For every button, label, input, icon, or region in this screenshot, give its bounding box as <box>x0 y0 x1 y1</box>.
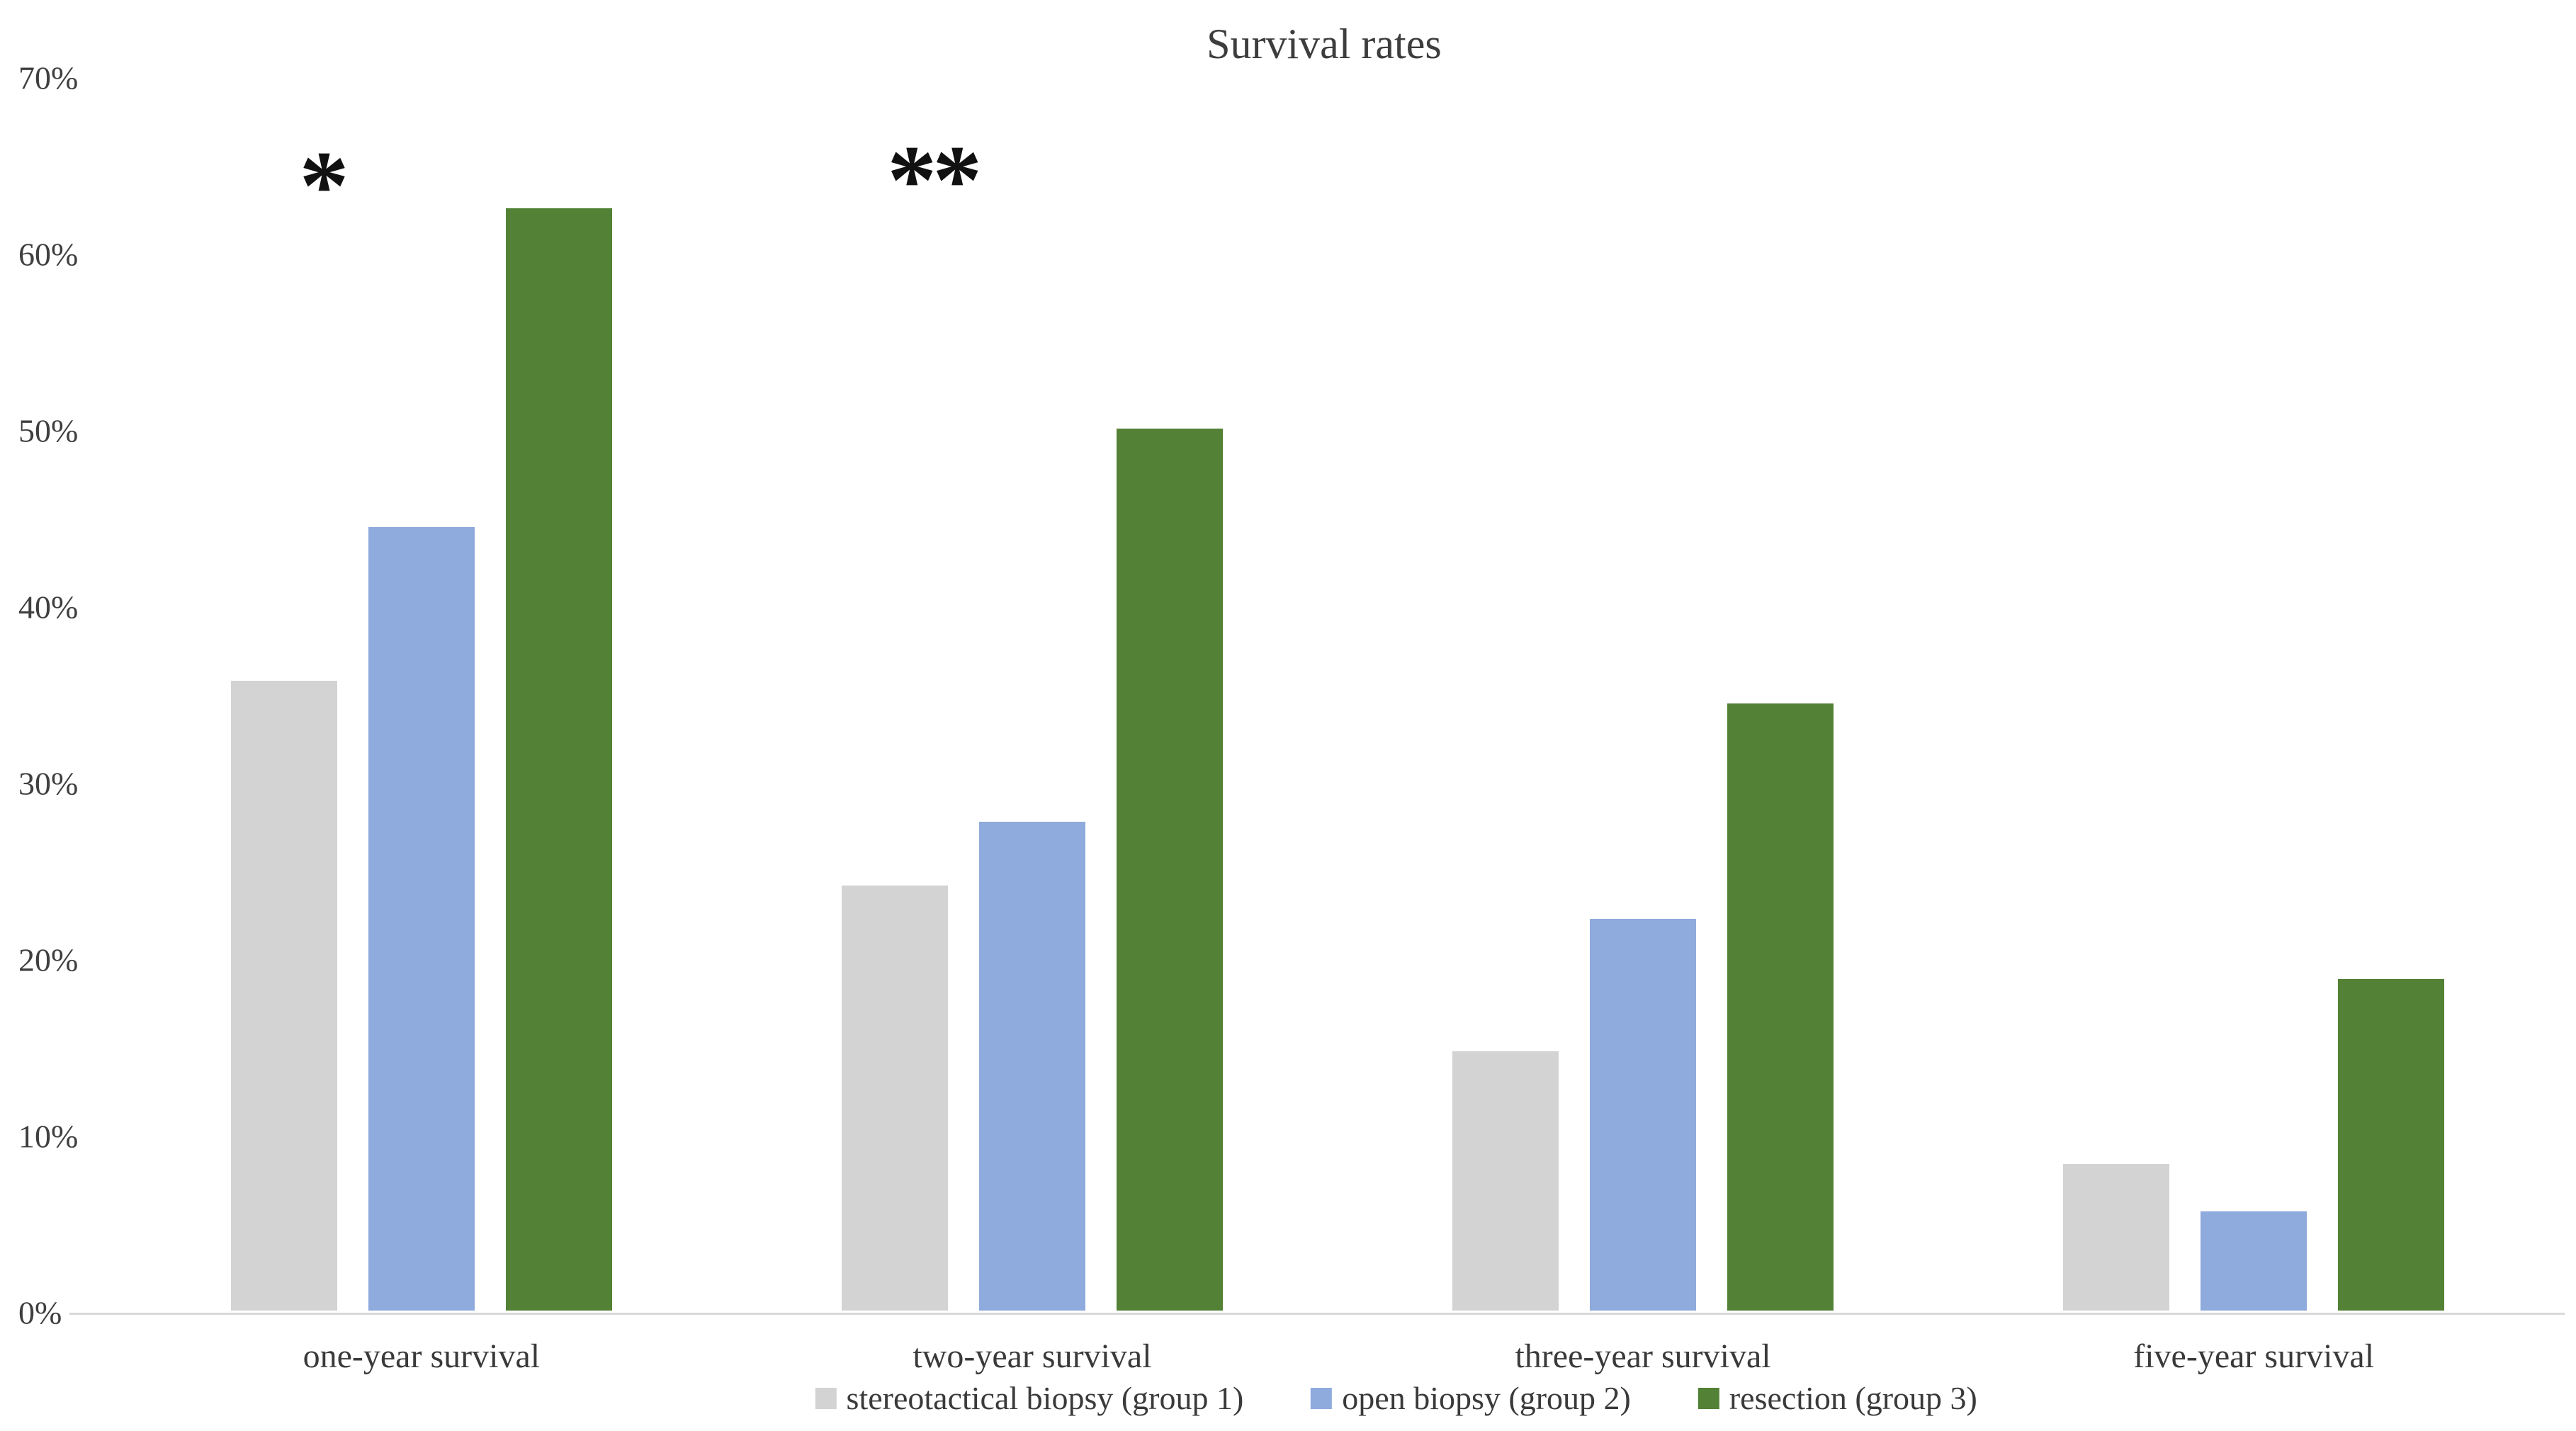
category-label: five-year survival <box>2133 1337 2375 1375</box>
y-axis-tick-label: 70% <box>18 60 79 96</box>
y-axis-tick-label: 30% <box>18 765 79 802</box>
legend: stereotactical biopsy (group 1) open biop… <box>815 1379 1977 1417</box>
y-axis-tick-label: 20% <box>18 941 79 978</box>
bar-series1-category1 <box>230 681 337 1311</box>
bar-series1-category4 <box>2063 1164 2170 1311</box>
legend-label: stereotactical biopsy (group 1) <box>846 1380 1244 1417</box>
bar-series3-category3 <box>1727 703 1834 1311</box>
bar-series3-category2 <box>1116 428 1223 1311</box>
significance-asterisk: ** <box>887 125 982 235</box>
y-axis-tick-label: 0% <box>18 1294 62 1331</box>
legend-item: open biopsy (group 2) <box>1311 1379 1631 1417</box>
y-axis-tick-label: 40% <box>18 589 79 626</box>
significance-asterisk: * <box>299 130 349 241</box>
legend-swatch-icon <box>1311 1387 1333 1409</box>
bar-series2-category2 <box>978 822 1085 1311</box>
bar-series2-category1 <box>368 527 475 1311</box>
bar-series1-category3 <box>1452 1051 1559 1311</box>
legend-label: resection (group 3) <box>1729 1380 1977 1417</box>
category-label: two-year survival <box>913 1337 1152 1375</box>
bar-series2-category3 <box>1590 919 1697 1311</box>
legend-swatch-icon <box>815 1387 837 1409</box>
legend-item: resection (group 3) <box>1697 1379 1977 1417</box>
y-axis-tick-label: 60% <box>18 236 79 273</box>
category-label: one-year survival <box>303 1337 541 1375</box>
bar-series3-category4 <box>2338 978 2445 1311</box>
chart-title: Survival rates <box>1207 21 1442 67</box>
y-axis-tick-label: 10% <box>18 1118 79 1155</box>
legend-label: open biopsy (group 2) <box>1342 1380 1631 1417</box>
bar-series3-category1 <box>505 208 612 1311</box>
y-axis-tick-label: 50% <box>18 412 79 449</box>
x-axis-baseline <box>69 1312 2565 1315</box>
category-label: three-year survival <box>1515 1337 1771 1375</box>
legend-item: stereotactical biopsy (group 1) <box>815 1379 1244 1417</box>
legend-swatch-icon <box>1697 1387 1719 1409</box>
bar-series2-category4 <box>2201 1211 2307 1311</box>
bar-series1-category2 <box>841 885 948 1311</box>
